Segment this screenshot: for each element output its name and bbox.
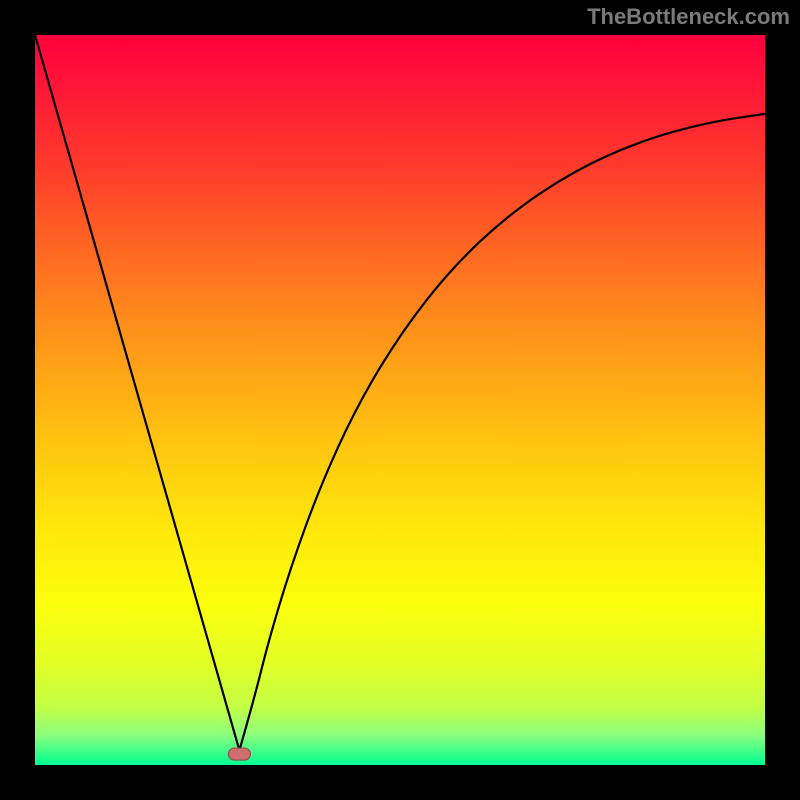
watermark-text: TheBottleneck.com — [587, 4, 790, 30]
gradient-background — [35, 35, 765, 765]
chart-plot-area — [35, 35, 765, 765]
optimal-point-marker — [228, 748, 250, 760]
